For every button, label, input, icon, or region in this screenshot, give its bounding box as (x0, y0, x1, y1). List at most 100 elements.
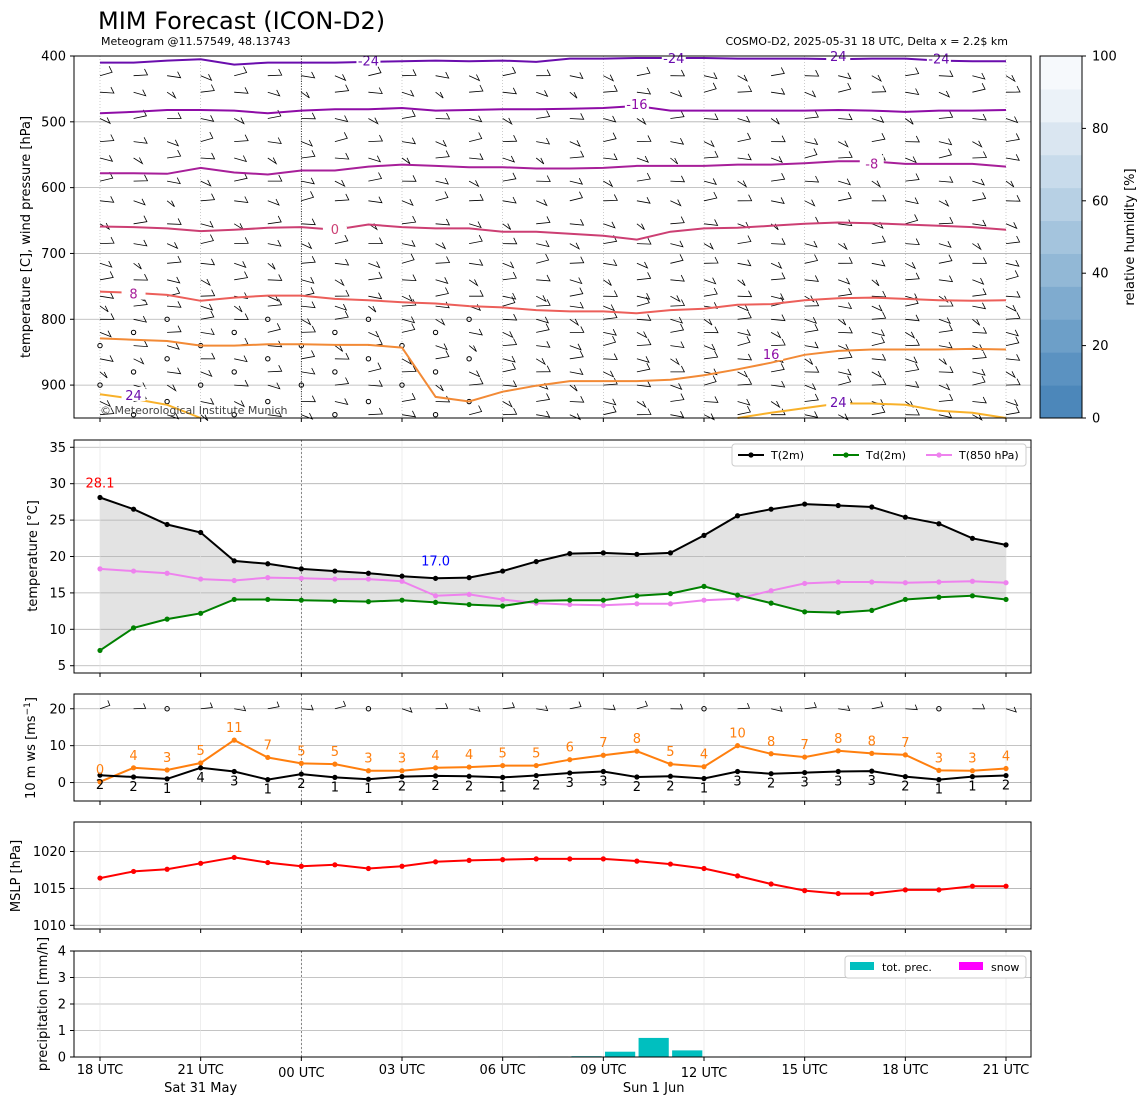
wind-speed-label: 5 (499, 747, 507, 762)
wind-barb (200, 352, 216, 360)
td2m-point (533, 598, 539, 604)
wind-barb (200, 179, 212, 187)
wind-barb (636, 87, 652, 95)
wind-barb (301, 218, 316, 226)
wind-barb (569, 178, 584, 185)
gust-label: 1 (968, 780, 976, 795)
wind-barb (670, 365, 686, 373)
wind-barb (972, 318, 981, 326)
wind-barb (972, 192, 987, 202)
wind-barb (502, 261, 515, 269)
wind-barb (871, 370, 883, 379)
wind-barb (636, 155, 650, 163)
surface-wind-barb (334, 700, 347, 710)
t850-point (298, 575, 304, 581)
wind-barb (670, 69, 686, 77)
wind-barb (804, 383, 817, 391)
td2m-point (365, 599, 372, 605)
wind-barb (401, 393, 416, 402)
wind-barb (771, 272, 786, 281)
mslp-point (432, 859, 439, 865)
wind-barb (435, 350, 450, 360)
wind-barb (771, 338, 786, 346)
wind-barb (502, 172, 517, 182)
surface-wind-barb (804, 702, 817, 710)
wind-barb (972, 72, 986, 80)
td2m-point (332, 598, 338, 604)
wind-barb (972, 277, 985, 285)
t850-point (768, 588, 774, 594)
wind-barb (502, 408, 518, 416)
wind-barb (536, 137, 551, 145)
wind-barb (301, 412, 314, 420)
td2m-point (97, 647, 103, 654)
mslp-point (399, 863, 405, 869)
gust-point (936, 777, 942, 783)
wind-barb (871, 259, 886, 267)
isotherm-label: -24 (663, 52, 684, 67)
mslp-ytick-label: 1020 (33, 845, 66, 860)
wind-barb (804, 366, 820, 373)
wind-barb (267, 157, 278, 165)
wind-barb (368, 117, 379, 125)
wind-barb (401, 110, 416, 119)
wind-barb (99, 260, 113, 268)
t2m-point (97, 494, 103, 501)
wind-barb (905, 88, 920, 96)
t2m-point (1003, 542, 1009, 548)
wind-barb (1005, 75, 1016, 83)
wind-barb (99, 134, 115, 142)
time-tick-label: 06 UTC (479, 1063, 525, 1078)
t2m-point (533, 558, 539, 565)
wind-barb (938, 111, 954, 119)
wind-barb (569, 301, 584, 309)
wind-barb (1005, 399, 1019, 407)
wind-barb (502, 196, 517, 204)
gust-point (902, 774, 908, 780)
precip-legend-label: tot. prec. (882, 961, 932, 974)
wind-barb (234, 87, 249, 94)
wind-speed-point (466, 764, 472, 770)
t2m-point (969, 535, 976, 541)
wind-speed-label: 7 (901, 736, 909, 751)
gust-label: 3 (230, 774, 238, 789)
wind-barb (703, 302, 719, 309)
wind-speed-point (567, 757, 573, 763)
wind-speed-point (701, 764, 707, 770)
wind-barb (133, 198, 146, 206)
wind-barb (166, 384, 177, 392)
wind-barb (938, 324, 953, 333)
wind-barb (603, 398, 617, 406)
wind-barb (905, 363, 920, 373)
wind-barb (502, 362, 516, 373)
wind-barb (569, 318, 580, 327)
wind-barb (133, 315, 148, 323)
wind-barb (905, 197, 919, 205)
t2m-point (902, 514, 908, 520)
td2m-point (936, 594, 942, 600)
isotherm-label-bg (322, 221, 347, 236)
precip-ytick-label: 2 (58, 998, 66, 1013)
wind-barb (133, 262, 142, 270)
wind-barb (905, 135, 920, 143)
wind-speed-point (332, 761, 338, 767)
wind-speed-point (835, 748, 841, 754)
wind-barb (267, 274, 283, 281)
wind-barb (905, 339, 920, 346)
wind-speed-label: 4 (431, 749, 439, 764)
wind-speed-point (164, 767, 170, 773)
surface-wind-barb (603, 704, 616, 711)
wind-barb (871, 378, 887, 386)
wind-barb (200, 258, 216, 266)
wind-speed-label: 7 (801, 738, 809, 753)
wind-barb (636, 272, 652, 281)
gust-label: 2 (465, 779, 473, 794)
wind-barb (267, 89, 281, 97)
surface-wind-barb (871, 701, 884, 710)
td2m-point (500, 603, 506, 609)
wind-barb (670, 411, 685, 418)
mslp-ylabel: MSLP [hPa] (9, 840, 24, 912)
wind-barb (804, 358, 814, 365)
wind-speed-label: 4 (700, 748, 708, 763)
